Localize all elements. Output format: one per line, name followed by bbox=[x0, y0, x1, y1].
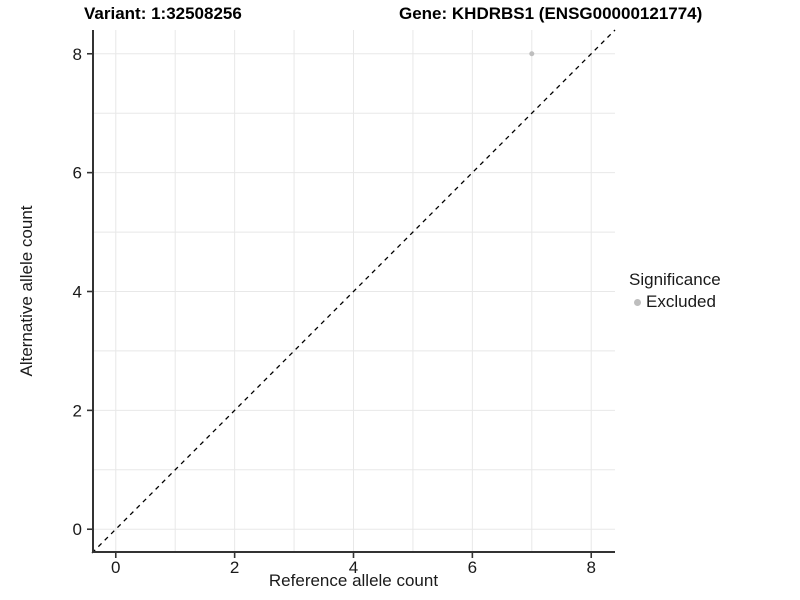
y-axis-title: Alternative allele count bbox=[16, 205, 36, 377]
y-tick-label: 6 bbox=[73, 164, 82, 183]
legend-point-icon bbox=[634, 298, 641, 306]
y-tick-label: 8 bbox=[73, 45, 82, 64]
plot-panel: 0 2 4 6 8 0 2 4 6 8 bbox=[73, 29, 616, 577]
x-tick-label: 0 bbox=[111, 558, 120, 577]
gene-title: Gene: KHDRBS1 (ENSG00000121774) bbox=[399, 4, 703, 23]
identity-line bbox=[91, 29, 616, 554]
x-tick-label: 2 bbox=[230, 558, 239, 577]
data-point bbox=[529, 51, 535, 57]
y-tick-label: 4 bbox=[73, 283, 82, 302]
legend-title: Significance bbox=[629, 270, 721, 289]
legend: Significance Excluded bbox=[629, 270, 721, 312]
x-tick-label: 4 bbox=[349, 558, 358, 577]
x-tick-label: 6 bbox=[468, 558, 477, 577]
y-tick-label: 0 bbox=[73, 520, 82, 539]
legend-item-label: Excluded bbox=[646, 292, 716, 311]
legend-item-excluded: Excluded bbox=[629, 292, 721, 312]
variant-title: Variant: 1:32508256 bbox=[84, 4, 242, 23]
x-tick-label: 8 bbox=[586, 558, 595, 577]
x-axis-title: Reference allele count bbox=[268, 571, 439, 590]
y-tick-label: 2 bbox=[73, 401, 82, 420]
